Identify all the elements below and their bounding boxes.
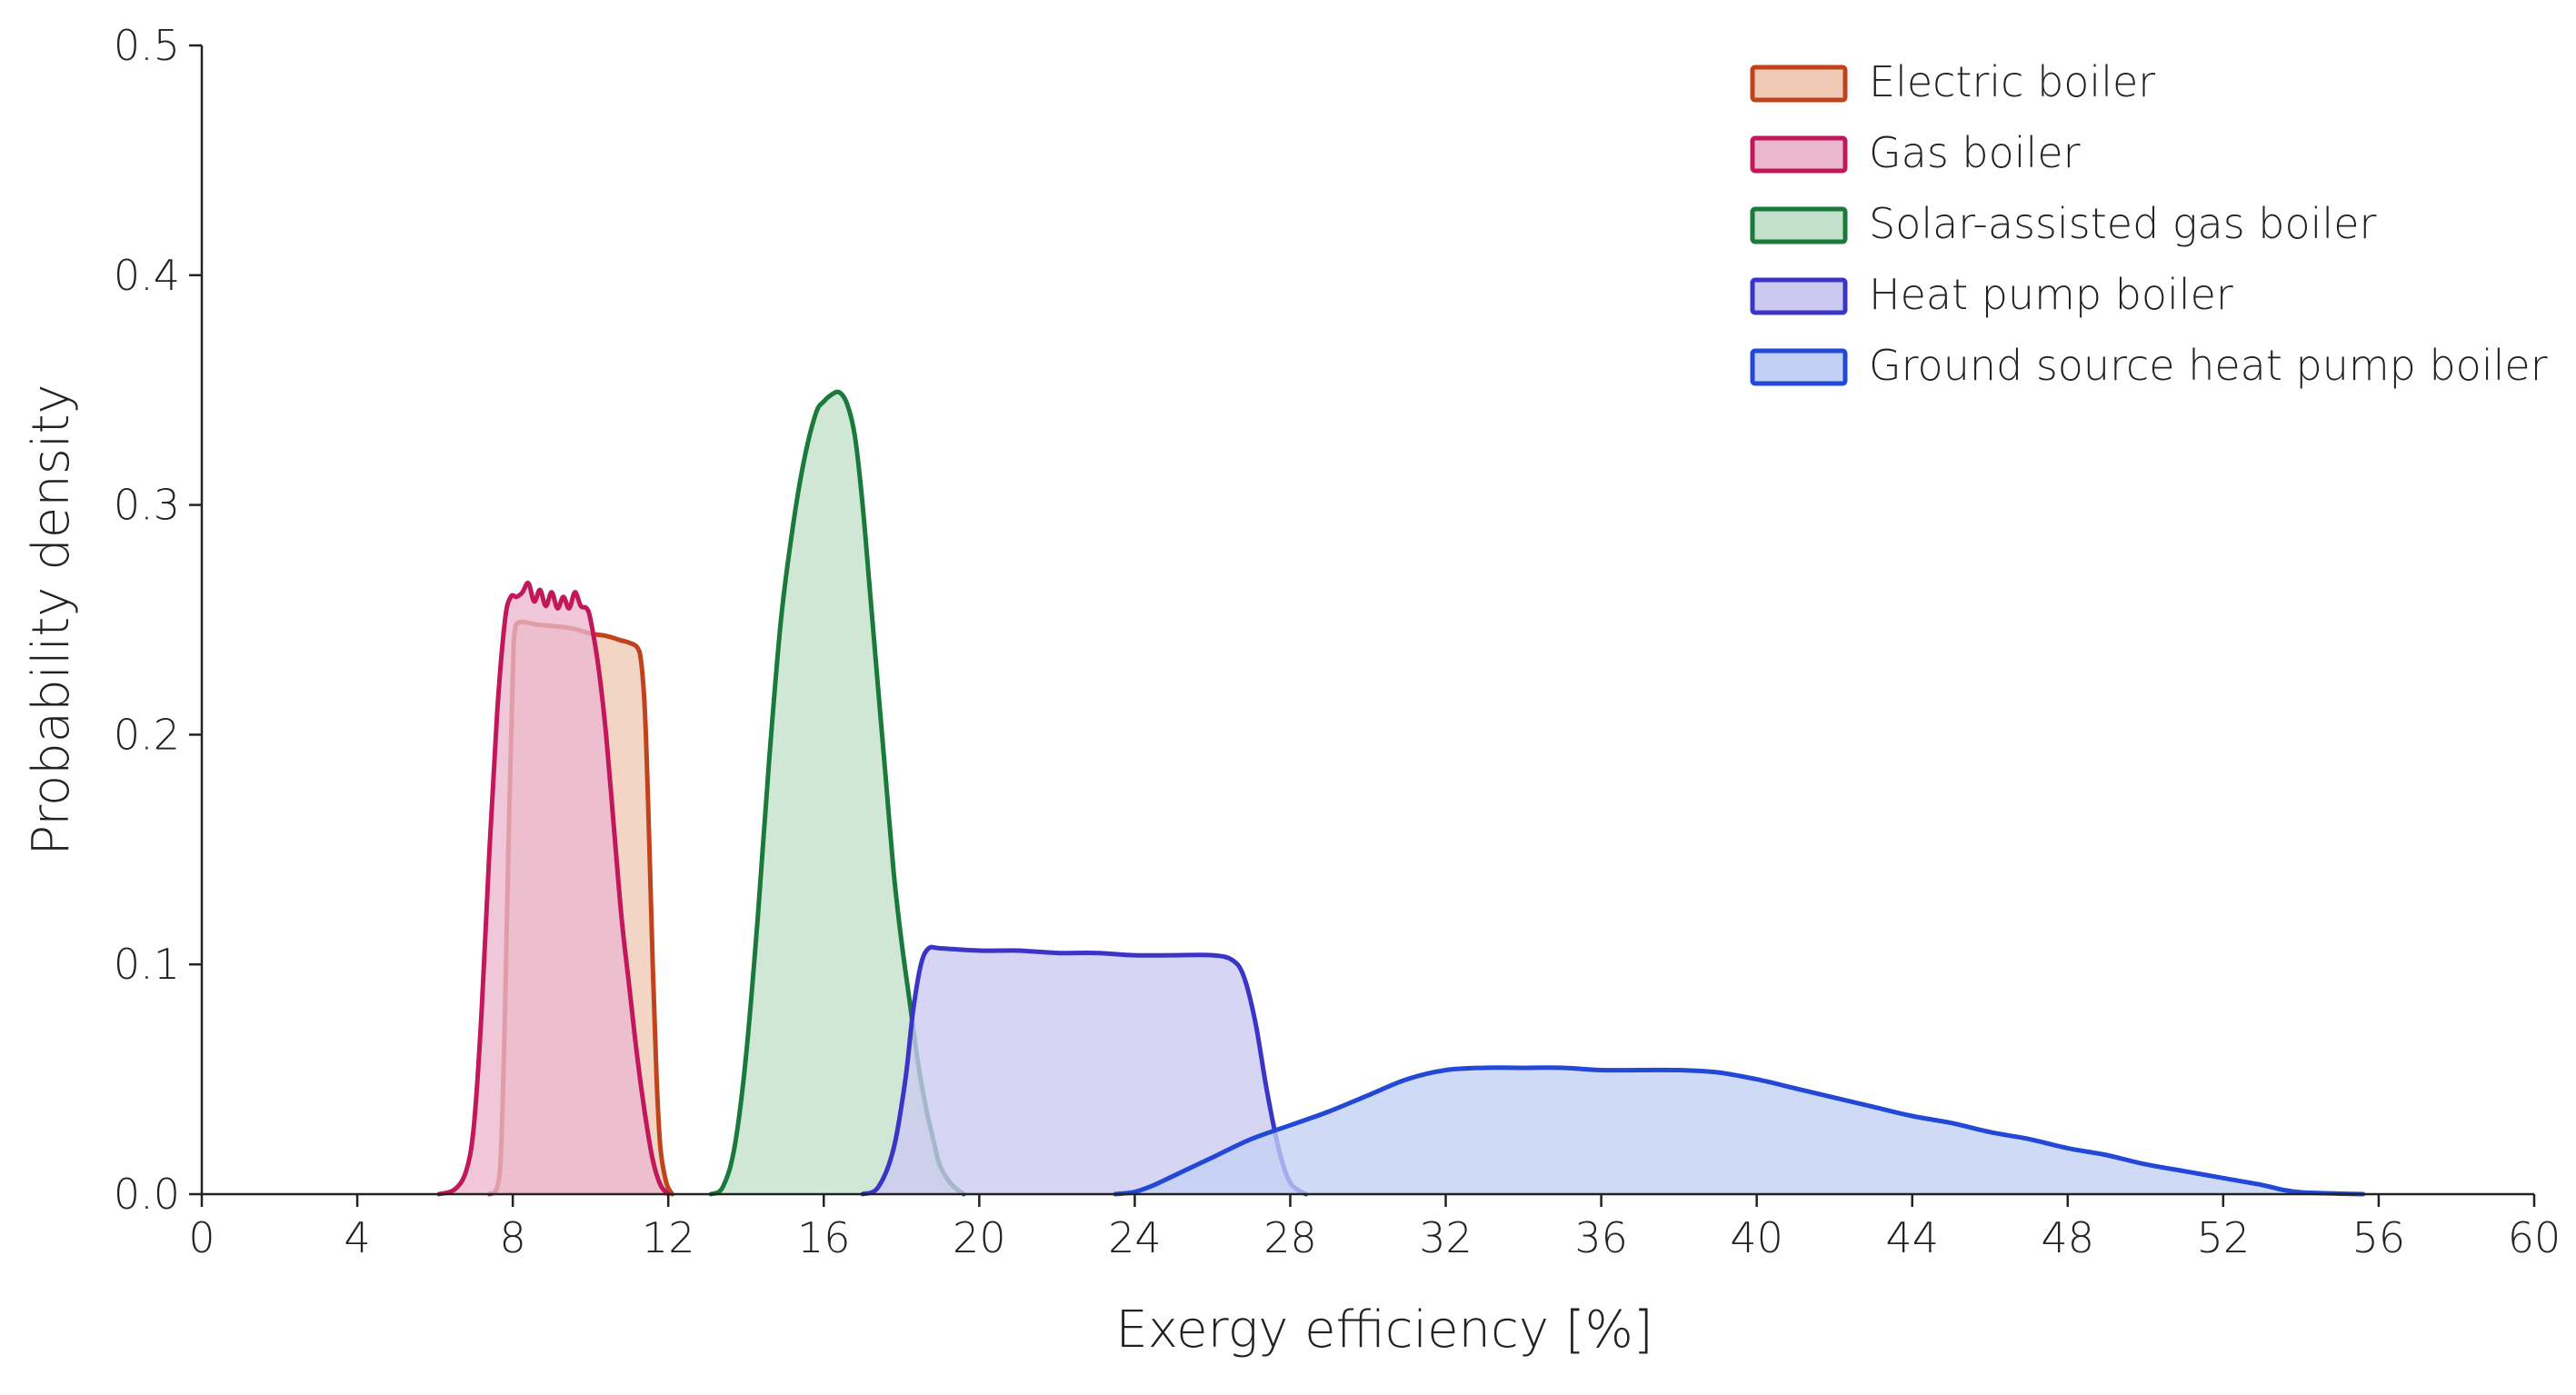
- x-axis-title: Exergy efficiency [%]: [1115, 1300, 1652, 1360]
- x-tick-label: 20: [953, 1213, 1006, 1262]
- legend-swatch-ground-source-heat-pump-boiler: [1750, 348, 1848, 386]
- x-tick-label: 16: [797, 1213, 851, 1262]
- x-tick-label: 8: [499, 1213, 525, 1262]
- x-tick-label: 56: [2352, 1213, 2406, 1262]
- x-tick-label: 36: [1574, 1213, 1628, 1262]
- y-axis-title: Probability density: [22, 384, 81, 855]
- density-area-solar-assisted-gas-boiler: [711, 392, 964, 1195]
- y-tick-label: 0.3: [114, 481, 180, 530]
- x-tick-label: 32: [1419, 1213, 1473, 1262]
- density-area-ground-source-heat-pump-boiler: [1115, 1067, 2363, 1194]
- y-tick-label: 0.4: [114, 251, 180, 300]
- legend-label-electric-boiler: Electric boiler: [1869, 57, 2155, 106]
- x-tick-label: 52: [2197, 1213, 2251, 1262]
- y-tick-label: 0.0: [114, 1170, 180, 1219]
- legend-label-gas-boiler: Gas boiler: [1869, 128, 2081, 177]
- legend-swatch-heat-pump-boiler: [1750, 277, 1848, 315]
- x-tick-label: 28: [1263, 1213, 1317, 1262]
- x-tick-label: 60: [2508, 1213, 2561, 1262]
- y-tick-label: 0.5: [114, 21, 180, 70]
- density-line-heat-pump-boiler: [860, 944, 1309, 1197]
- axes: 0 4 8 12 16 20 24 28 32 36 40 44 48 52 56 600.00.10.20.…: [114, 21, 2561, 1262]
- density-line-ground-source-heat-pump-boiler: [1113, 1065, 2366, 1197]
- density-area-heat-pump-boiler: [863, 947, 1306, 1194]
- legend-label-heat-pump-boiler: Heat pump boiler: [1869, 270, 2233, 319]
- x-tick-label: 40: [1730, 1213, 1783, 1262]
- legend-label-solar-assisted-gas-boiler: Solar-assisted gas boiler: [1869, 199, 2376, 248]
- x-tick-label: 44: [1885, 1213, 1939, 1262]
- legend-label-ground-source-heat-pump-boiler: Ground source heat pump boiler: [1869, 341, 2548, 390]
- plot-areas: [436, 389, 2366, 1197]
- legend-swatch-electric-boiler: [1750, 65, 1848, 103]
- legend-swatch-solar-assisted-gas-boiler: [1750, 206, 1848, 244]
- x-tick-label: 0: [188, 1213, 215, 1262]
- x-tick-label: 24: [1108, 1213, 1162, 1262]
- y-tick-label: 0.1: [114, 940, 180, 989]
- x-tick-label: 12: [642, 1213, 695, 1262]
- legend: Electric boiler Gas boiler Solar-assisted …: [1750, 57, 2548, 390]
- x-tick-label: 48: [2042, 1213, 2095, 1262]
- x-tick-label: 4: [344, 1213, 370, 1262]
- density-line-gas-boiler: [436, 580, 671, 1197]
- y-tick-label: 0.2: [114, 710, 180, 759]
- legend-swatch-gas-boiler: [1750, 135, 1848, 174]
